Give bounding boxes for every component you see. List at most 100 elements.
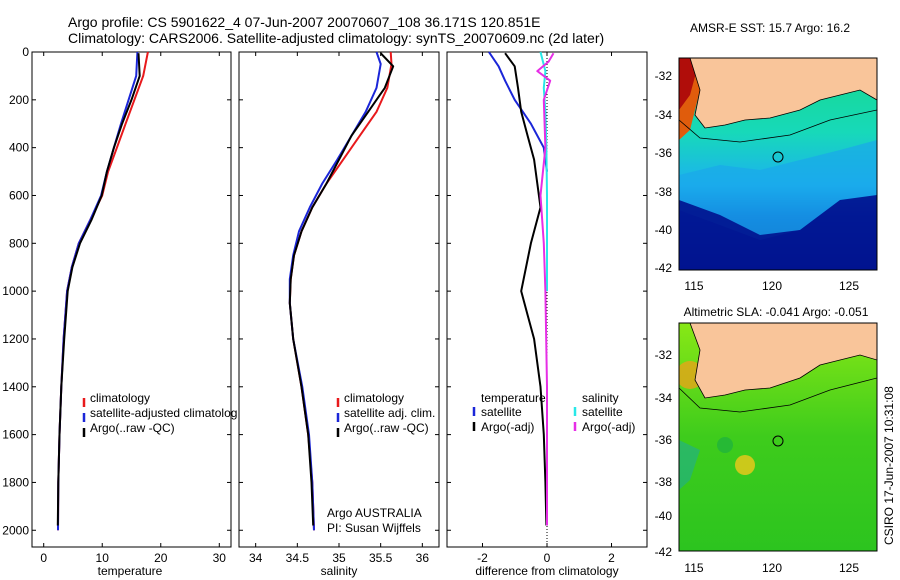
series-salinity-satellite <box>539 51 548 292</box>
legend-satellite-adjusted: satellite-adjusted climatolog <box>90 406 237 420</box>
salinity-x-ticks: 34 34.5 35 35.5 36 <box>249 52 429 565</box>
temperature-lines <box>56 51 149 531</box>
temperature-xlabel: temperature <box>98 564 163 578</box>
legend-climatology: climatology <box>344 391 404 405</box>
x-tick-label: -2 <box>477 551 488 565</box>
depth-tick-label: 1000 <box>2 284 29 298</box>
difference-depth-ticks <box>447 51 647 531</box>
sst-map: AMSR-E SST: 15.7 Argo: 16.2 -32 -34 -36 … <box>655 21 878 293</box>
legend-header-salinity: salinity <box>582 391 619 405</box>
legend-temperature-satellite: satellite <box>481 405 522 419</box>
depth-tick-label: 200 <box>9 93 29 107</box>
x-tick-label: 2 <box>608 551 615 565</box>
sla-map: Altimetric SLA: -0.041 Argo: -0.051 -32 … <box>655 305 878 575</box>
x-tick-label: 35.5 <box>369 551 393 565</box>
series-temperature-argo-adj <box>504 52 548 526</box>
cold-water <box>679 195 877 270</box>
salinity-lines <box>288 51 395 531</box>
x-tick-label: 20 <box>154 551 168 565</box>
figure-title-line1: Argo profile: CS 5901622_4 07-Jun-2007 2… <box>68 14 541 30</box>
sst-map-y-ticks: -32 -34 -36 -38 -40 -42 <box>655 69 673 275</box>
depth-tick-label: 600 <box>9 188 29 202</box>
x-tick-label: 34.5 <box>286 551 310 565</box>
svg-text:-34: -34 <box>655 391 673 405</box>
svg-text:125: 125 <box>839 279 859 293</box>
legend-argo: Argo(..raw -QC) <box>90 421 175 435</box>
sla-map-y-ticks: -32 -34 -36 -38 -40 -42 <box>655 348 673 559</box>
svg-text:-42: -42 <box>655 545 673 559</box>
svg-text:-36: -36 <box>655 146 673 160</box>
depth-tick-label: 800 <box>9 236 29 250</box>
series-temperature-satellite <box>488 51 548 172</box>
svg-text:-40: -40 <box>655 223 673 237</box>
land-australia <box>689 58 877 129</box>
depth-tick-label: 1600 <box>2 428 29 442</box>
svg-text:115: 115 <box>684 279 703 293</box>
difference-panel: -2 0 2 difference from climatology tempera… <box>446 51 648 578</box>
sst-map-title: AMSR-E SST: 15.7 Argo: 16.2 <box>690 21 850 35</box>
svg-text:-42: -42 <box>655 261 673 275</box>
argo-float-marker <box>772 435 784 447</box>
svg-text:-32: -32 <box>655 69 673 83</box>
depth-tick-label: 1400 <box>2 380 29 394</box>
x-tick-label: 35 <box>332 551 346 565</box>
depth-tick-label: 1800 <box>2 475 29 489</box>
difference-x-ticks: -2 0 2 <box>477 52 615 565</box>
annotation-pi: PI: Susan Wijffels <box>327 521 421 535</box>
svg-text:-32: -32 <box>655 348 673 362</box>
difference-lines <box>488 51 555 526</box>
x-tick-label: 34 <box>249 551 263 565</box>
x-tick-label: 30 <box>213 551 227 565</box>
figure-title-line2: Climatology: CARS2006. Satellite-adjuste… <box>68 30 604 46</box>
series-salinity-argo-adj <box>536 52 555 526</box>
salinity-xlabel: salinity <box>321 564 358 578</box>
legend-salinity-satellite: satellite <box>582 405 623 419</box>
depth-tick-label: 400 <box>9 141 29 155</box>
sla-map-title: Altimetric SLA: -0.041 Argo: -0.051 <box>684 305 869 319</box>
sla-anomaly-green <box>717 437 733 453</box>
legend-salinity-argo: Argo(-adj) <box>582 420 635 434</box>
svg-text:120: 120 <box>762 561 782 575</box>
salinity-legend: climatology satellite adj. clim. Argo(..… <box>336 391 435 437</box>
depth-tick-label: 0 <box>22 45 29 59</box>
difference-xlabel: difference from climatology <box>475 564 618 578</box>
land-australia <box>689 323 877 399</box>
x-tick-label: 0 <box>544 551 551 565</box>
sst-map-x-ticks: 115 120 125 <box>684 279 859 293</box>
temperature-legend: climatology satellite-adjusted climatolo… <box>82 391 237 437</box>
legend-climatology: climatology <box>90 391 150 405</box>
x-tick-label: 0 <box>40 551 47 565</box>
svg-text:120: 120 <box>762 279 782 293</box>
cool-band <box>679 140 877 240</box>
legend-temperature-argo: Argo(-adj) <box>481 420 534 434</box>
argo-float-marker <box>772 151 784 163</box>
svg-text:-40: -40 <box>655 509 673 523</box>
temperature-x-ticks: 0 10 20 30 <box>40 52 226 565</box>
legend-header-temperature: temperature <box>481 391 546 405</box>
csiro-credit: CSIRO 17-Jun-2007 10:31:08 <box>882 386 896 545</box>
depth-tick-label: 2000 <box>2 523 29 537</box>
shelf-contour <box>679 377 877 413</box>
sla-anomaly-yellow <box>735 455 755 475</box>
series-argo-raw-qc <box>288 52 395 526</box>
sla-map-x-ticks: 115 120 125 <box>684 561 859 575</box>
x-tick-label: 10 <box>96 551 110 565</box>
legend-argo: Argo(..raw -QC) <box>344 421 429 435</box>
temperature-panel: 0 200 400 600 800 1000 1200 1400 1600 1800 2000 0 1… <box>2 45 237 578</box>
svg-text:115: 115 <box>684 561 703 575</box>
temperature-depth-ticks: 0 200 400 600 800 1000 1200 1400 1600 1800 2000 <box>2 45 231 537</box>
sla-anomaly-teal <box>679 440 700 490</box>
difference-legend: temperature satellite Argo(-adj) salinit… <box>472 391 635 434</box>
svg-text:-36: -36 <box>655 433 673 447</box>
depth-tick-label: 1200 <box>2 332 29 346</box>
salinity-panel: 34 34.5 35 35.5 36 salinity climatology sate… <box>238 51 440 578</box>
legend-satellite-adj: satellite adj. clim. <box>344 406 435 420</box>
svg-text:-38: -38 <box>655 475 673 489</box>
shelf-contour <box>679 109 877 143</box>
annotation-argo-australia: Argo AUSTRALIA <box>327 506 422 520</box>
svg-text:125: 125 <box>839 561 859 575</box>
salinity-depth-ticks <box>239 51 439 531</box>
x-tick-label: 36 <box>416 551 430 565</box>
svg-text:-34: -34 <box>655 108 673 122</box>
